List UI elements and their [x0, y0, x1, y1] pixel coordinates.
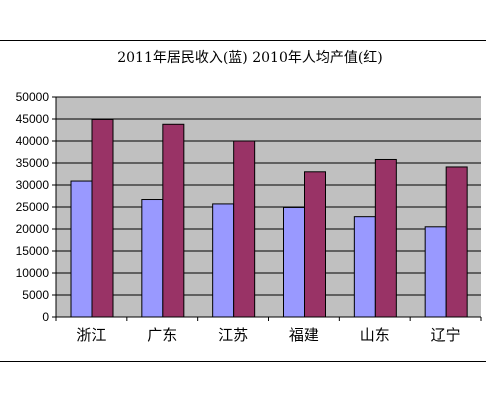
bar-red-4 [374, 158, 397, 318]
bar-red-3 [304, 171, 326, 318]
y-tick-label: 25000 [16, 200, 50, 214]
y-tick-labels: 0 5000 10000 15000 20000 25000 30000 35000 40000… [16, 90, 50, 324]
x-category-label: 辽宁 [431, 326, 461, 344]
gridlines [56, 96, 481, 318]
y-tick-label: 45000 [16, 112, 50, 126]
x-category-label: 广东 [147, 326, 177, 344]
bar-blue-5 [424, 226, 447, 318]
bars [70, 118, 468, 318]
y-tick-label: 50000 [16, 90, 50, 104]
y-tick-label: 30000 [16, 178, 50, 192]
bar-blue-0 [70, 180, 93, 318]
y-tick-label: 20000 [16, 222, 50, 236]
chart-title: 2011年居民收入(蓝) 2010年人均产值(红) [117, 50, 383, 66]
y-tick-label: 5000 [22, 288, 49, 302]
bar-red-0 [91, 118, 114, 318]
y-tick-label: 10000 [16, 266, 50, 280]
y-tick-label: 40000 [16, 134, 50, 148]
bar-blue-3 [283, 206, 305, 318]
bar-red-5 [445, 166, 468, 318]
y-tick-label: 35000 [16, 156, 50, 170]
x-category-label: 山东 [360, 326, 390, 344]
bar-blue-1 [141, 199, 164, 318]
x-category-label: 福建 [289, 326, 319, 344]
x-tick-labels: 浙江 广东 江苏 福建 山东 辽宁 [76, 326, 460, 344]
bar-blue-2 [212, 203, 235, 318]
bar-red-1 [162, 123, 185, 318]
bar-red-2 [233, 140, 256, 318]
x-category-label: 江苏 [218, 326, 248, 344]
axes [52, 96, 482, 321]
bar-blue-4 [353, 216, 376, 318]
y-tick-label: 0 [42, 310, 49, 324]
x-category-label: 浙江 [76, 326, 106, 344]
y-tick-label: 15000 [16, 244, 50, 258]
